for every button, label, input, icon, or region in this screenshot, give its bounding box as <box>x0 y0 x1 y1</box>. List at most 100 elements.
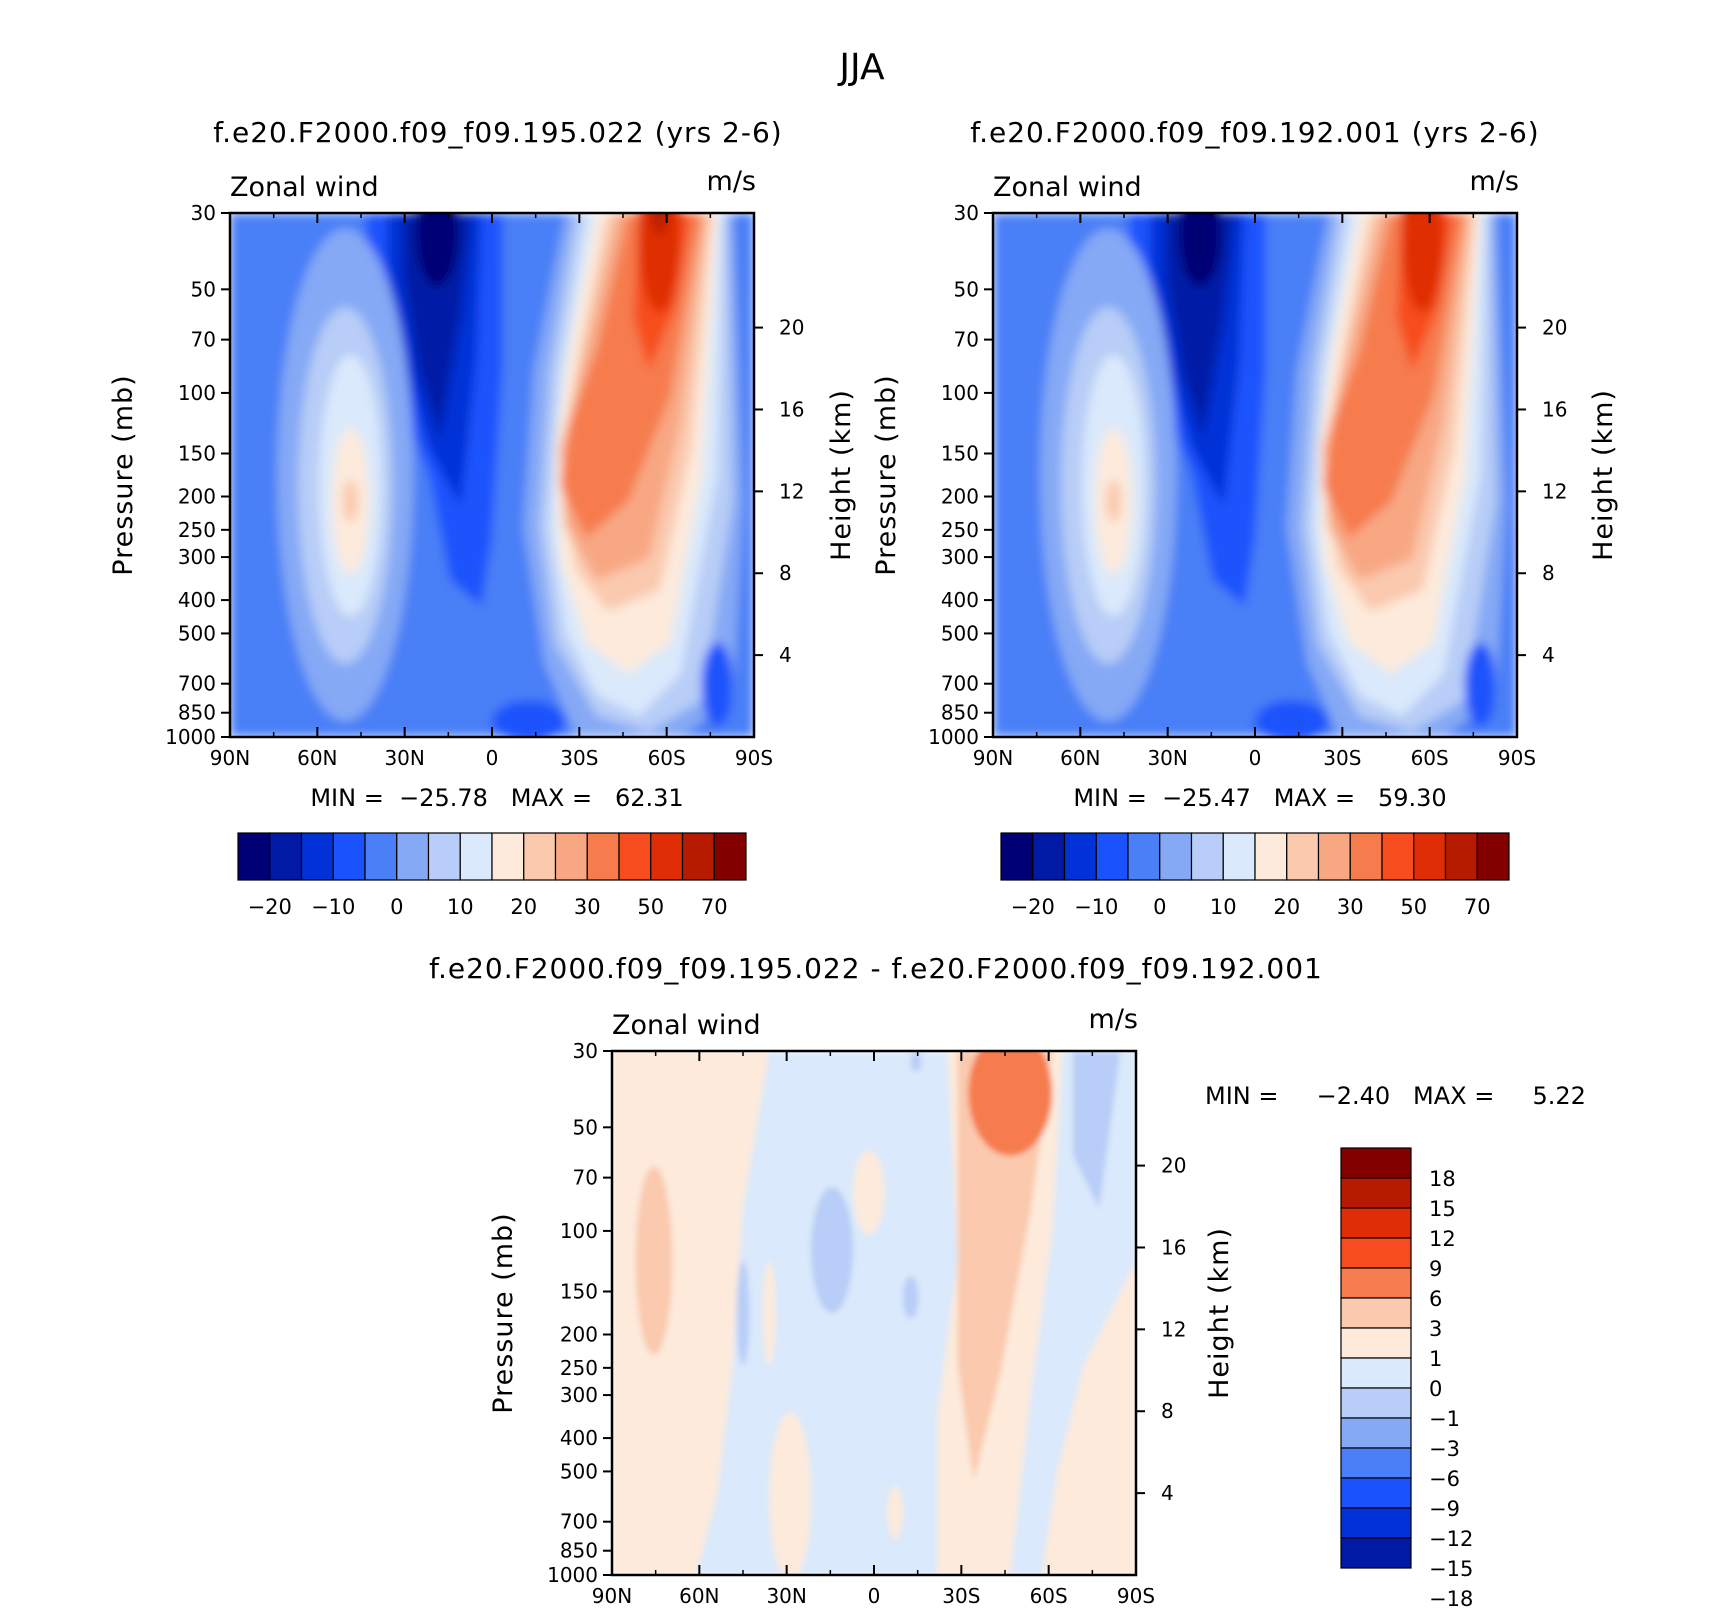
panel-diff-stats: MIN = −2.40 MAX = 5.22 <box>1205 1082 1586 1110</box>
panel-right-contours <box>993 213 1517 737</box>
y-tick-label: 1000 <box>547 1563 598 1587</box>
panel-right-ylabel-right: Height (km) <box>1588 389 1619 561</box>
colorbar-label: 50 <box>1400 895 1427 919</box>
y-tick-label: 1000 <box>928 725 979 749</box>
y2-tick-label: 8 <box>779 561 792 585</box>
colorbar-label: −3 <box>1429 1437 1460 1461</box>
colorbar-label: 18 <box>1429 1167 1456 1191</box>
x-tick-label: 60S <box>1030 1584 1068 1608</box>
panel-diff-colorbar: 18 15 12 9 6 3 1 0 −1 −3 −6 −9 −12 −15 −18 <box>1340 1147 1473 1611</box>
panel-diff-ylabel: Pressure (mb) <box>488 1212 519 1413</box>
contour-level <box>853 1150 885 1235</box>
panel-diff-ylabel-right: Height (km) <box>1204 1227 1235 1399</box>
y2-tick-label: 20 <box>779 316 804 340</box>
contour-level <box>342 480 359 523</box>
colorbar-box <box>1340 1237 1412 1269</box>
colorbar-box <box>1340 1447 1412 1479</box>
panel-left-field <box>230 213 754 737</box>
y-tick-label: 50 <box>573 1115 598 1139</box>
panel-left-title: f.e20.F2000.f09_f09.195.022 (yrs 2-6) <box>213 116 782 149</box>
contour-level <box>638 213 681 313</box>
panel-diff-title: f.e20.F2000.f09_f09.195.022 - f.e20.F200… <box>429 952 1323 985</box>
y-tick-label: 50 <box>954 277 979 301</box>
colorbar-label: 30 <box>574 895 601 919</box>
x-tick-label: 30S <box>942 1584 980 1608</box>
colorbar-box <box>1159 832 1193 881</box>
contour-level <box>416 213 458 287</box>
colorbar-box <box>618 832 652 881</box>
colorbar-label: −12 <box>1429 1527 1473 1551</box>
contour-level <box>402 213 471 439</box>
y-tick-label: 30 <box>573 1039 598 1063</box>
x-tick-label: 90N <box>210 746 250 770</box>
x-tick-label: 30S <box>1323 746 1361 770</box>
panel-left-ylabel: Pressure (mb) <box>108 374 139 575</box>
colorbar-label: 9 <box>1429 1257 1442 1281</box>
x-tick-label: 90N <box>592 1584 632 1608</box>
panel-right-variable: Zonal wind <box>993 172 1142 203</box>
panel-right-field <box>993 213 1517 737</box>
x-tick-label: 0 <box>486 746 499 770</box>
colorbar-label: 15 <box>1429 1197 1456 1221</box>
colorbar-box <box>237 832 271 881</box>
colorbar-box <box>300 832 334 881</box>
contour-level <box>1401 213 1444 313</box>
panel-right: f.e20.F2000.f09_f09.192.001 (yrs 2-6) Zo… <box>871 116 1619 919</box>
contour-level <box>910 1051 922 1072</box>
y-tick-label: 250 <box>178 518 216 542</box>
y-tick-label: 1000 <box>165 725 216 749</box>
colorbar-box <box>586 832 620 881</box>
y-tick-label: 200 <box>178 484 216 508</box>
colorbar-box <box>396 832 430 881</box>
y-tick-label: 100 <box>560 1219 598 1243</box>
panel-diff-variable: Zonal wind <box>612 1010 761 1041</box>
panel-diff-axes: 90N 60N 30N 0 30S 60S 90S 30 50 70 100 150 200 250 300… <box>547 1039 1186 1608</box>
y-tick-label: 30 <box>954 201 979 225</box>
colorbar-box <box>1340 1327 1412 1359</box>
panel-diff-field <box>612 1051 1136 1575</box>
y2-tick-label: 4 <box>779 643 792 667</box>
contour-level <box>887 1485 903 1539</box>
y2-tick-label: 16 <box>779 397 804 421</box>
x-tick-label: 60N <box>1060 746 1100 770</box>
colorbar-label: 3 <box>1429 1317 1442 1341</box>
y2-tick-label: 20 <box>1542 316 1567 340</box>
colorbar-box <box>1340 1357 1412 1389</box>
y-tick-label: 200 <box>941 484 979 508</box>
colorbar-label: −10 <box>1074 895 1118 919</box>
y-tick-label: 250 <box>560 1356 598 1380</box>
colorbar-box <box>1381 832 1415 881</box>
contour-level <box>1464 642 1497 727</box>
y-tick-label: 500 <box>178 621 216 645</box>
contour-level <box>811 1187 854 1313</box>
y-tick-label: 70 <box>954 328 979 352</box>
colorbar-box <box>1444 832 1478 881</box>
y-tick-label: 700 <box>941 672 979 696</box>
colorbar-box <box>1222 832 1256 881</box>
colorbar-box <box>332 832 366 881</box>
colorbar-box <box>269 832 303 881</box>
y-tick-label: 50 <box>191 277 216 301</box>
colorbar-box <box>459 832 493 881</box>
colorbar-box <box>1476 832 1510 881</box>
contour-level <box>1255 700 1329 737</box>
colorbar-label: 0 <box>1429 1377 1442 1401</box>
y-tick-label: 500 <box>941 621 979 645</box>
colorbar-label: 70 <box>701 895 728 919</box>
colorbar-box <box>681 832 715 881</box>
colorbar-label: 30 <box>1337 895 1364 919</box>
colorbar-box <box>1340 1207 1412 1239</box>
panel-right-stats: MIN = −25.47 MAX = 59.30 <box>1073 784 1446 812</box>
colorbar-box <box>491 832 525 881</box>
colorbar-label: 70 <box>1464 895 1491 919</box>
y2-tick-label: 4 <box>1542 643 1555 667</box>
panel-left-axes: 90N 60N 30N 0 30S 60S 90S 30 50 70 100 150 200 250 300… <box>165 201 804 770</box>
y-tick-label: 300 <box>178 545 216 569</box>
x-tick-label: 30S <box>560 746 598 770</box>
y2-tick-label: 16 <box>1161 1235 1186 1259</box>
colorbar-label: 20 <box>510 895 537 919</box>
panel-right-title: f.e20.F2000.f09_f09.192.001 (yrs 2-6) <box>970 116 1539 149</box>
colorbar-box <box>1340 1507 1412 1539</box>
colorbar-label: −18 <box>1429 1587 1473 1611</box>
